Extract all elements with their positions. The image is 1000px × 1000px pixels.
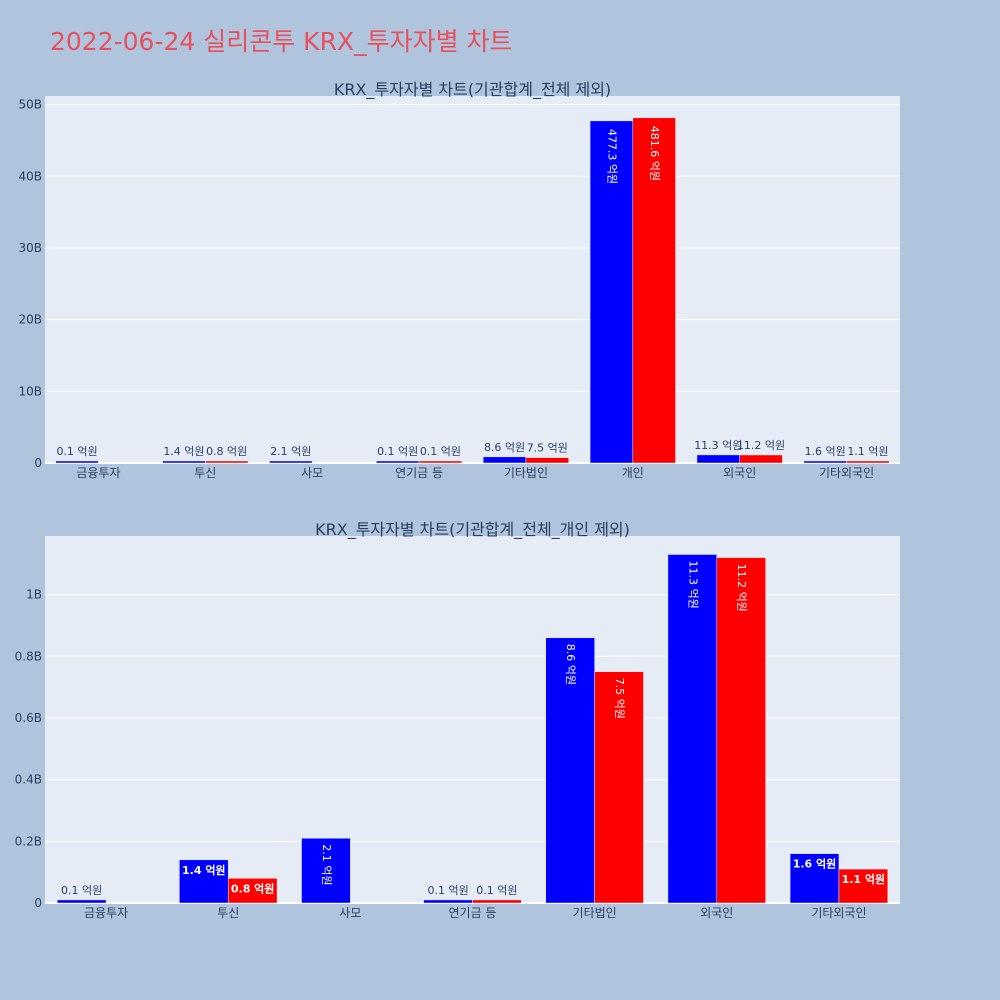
bar [162,460,206,464]
data-label: 0.1 억원 [56,445,97,458]
data-label: 1.1 억원 [847,445,888,458]
data-label: 1.4 억원 [182,863,226,877]
data-label: 0.1 억원 [427,884,468,897]
bar [423,899,473,904]
bar [472,899,522,904]
chart-title: KRX_투자자별 차트(기관합계_전체 제외) [334,80,611,100]
bar [632,117,676,464]
y-tick-label: 0.4B [15,773,42,787]
chart-top: KRX_투자자별 차트(기관합계_전체 제외) 0 10B 20B 30B 40B 50B 금… [18,80,900,480]
y-tick-label: 50B [18,98,42,112]
y-tick-label: 1B [26,588,42,602]
x-tick-label: 기타법인 [573,906,617,920]
plot-area [45,96,900,463]
bar [803,460,847,464]
y-tick-label: 0.6B [15,711,42,725]
bar [838,868,889,904]
y-tick-label: 10B [18,384,42,398]
bar [789,853,840,904]
x-tick-label: 외국인 [723,466,756,480]
x-tick-label: 기타법인 [504,466,548,480]
x-tick-label: 연기금 등 [449,906,497,920]
bar [739,454,783,464]
data-label: 2.1 억원 [320,844,333,885]
bar [589,120,634,464]
x-tick-label: 외국인 [700,906,733,920]
x-tick-label: 기타외국인 [811,906,866,920]
bar [525,457,569,464]
data-label: 11.2 억원 [737,439,785,452]
y-tick-label: 30B [18,241,42,255]
data-label: 481.6 억원 [648,126,661,181]
data-label: 7.5 억원 [527,442,568,455]
bar [545,637,595,904]
chart-title: KRX_투자자별 차트(기관합계_전체_개인 제외) [315,520,630,540]
bar [56,899,107,904]
x-tick-label: 투신 [194,466,216,480]
data-label: 0.8 억원 [206,445,247,458]
bar [269,460,313,464]
plot-area [45,536,900,903]
y-tick-label: 0 [34,896,42,910]
bar [55,460,99,464]
x-tick-label: 투신 [217,906,239,920]
x-tick-label: 사모 [339,906,361,920]
data-label: 1.6 억원 [793,857,837,871]
bar [418,460,463,464]
bar [205,460,249,464]
bar [482,456,527,464]
data-label: 0.1 억원 [377,445,418,458]
bar [376,460,420,464]
data-label: 1.6 억원 [805,445,846,458]
data-label: 7.5 억원 [613,678,626,719]
bar [667,554,718,904]
page-title: 2022-06-24 실리콘투 KRX_투자자별 차트 [50,27,513,56]
y-tick-label: 20B [18,313,42,327]
x-tick-label: 금융투자 [84,906,128,920]
bar [227,878,278,904]
x-tick-label: 사모 [301,466,323,480]
bar [696,454,740,464]
data-label: 1.4 억원 [163,445,204,458]
y-tick-label: 0.8B [15,649,42,663]
y-tick-label: 0.2B [15,834,42,848]
data-label: 11.2 억원 [735,564,748,612]
x-tick-label: 연기금 등 [395,466,443,480]
data-label: 2.1 억원 [270,445,311,458]
data-label: 11.3 억원 [694,439,742,452]
bar [594,671,644,904]
data-label: 477.3 억원 [605,129,618,184]
data-label: 8.6 억원 [484,441,525,454]
bar [846,460,890,464]
data-label: 0.1 억원 [420,445,461,458]
data-label: 0.1 억원 [61,884,102,897]
bar [301,837,351,904]
x-tick-label: 기타외국인 [819,466,874,480]
bar [716,557,766,904]
y-tick-label: 40B [18,169,42,183]
x-tick-label: 개인 [622,466,644,480]
x-tick-label: 금융투자 [76,466,120,480]
data-label: 0.8 억원 [231,881,275,895]
data-label: 11.3 억원 [686,561,699,609]
y-tick-label: 0 [34,456,42,470]
chart-bottom: KRX_투자자별 차트(기관합계_전체_개인 제외) 0 0.2B 0.4B 0.6B 0… [15,520,900,920]
data-label: 1.1 억원 [842,872,886,886]
data-label: 8.6 억원 [564,644,577,685]
data-label: 0.1 억원 [476,884,517,897]
bar [179,859,229,904]
